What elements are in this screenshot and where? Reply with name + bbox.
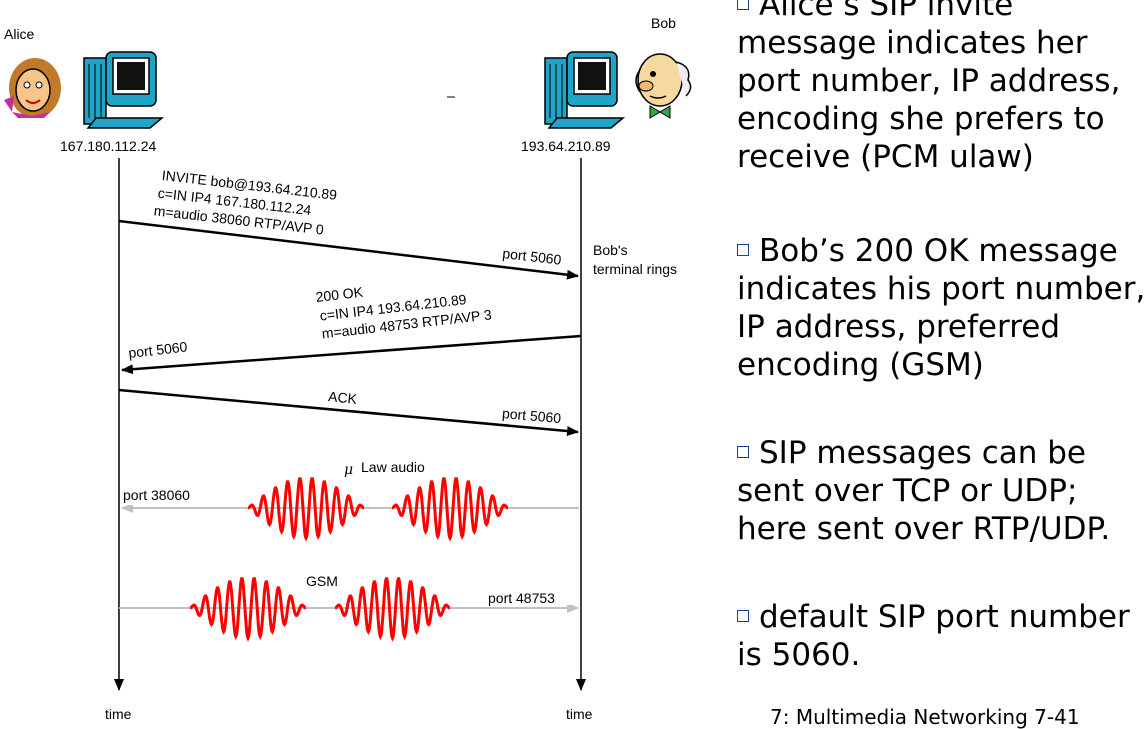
wave-packet-1b: [391, 477, 509, 542]
bullet-text-2: Bob’s 200 OK message indicates his port …: [737, 233, 1146, 383]
alice-avatar-icon: [4, 58, 61, 118]
bullet-text-4: default SIP port number is 5060.: [737, 599, 1130, 673]
wave-packet-1a: [247, 477, 365, 542]
alice-label: Alice: [4, 26, 35, 42]
bob-label: Bob: [651, 15, 676, 31]
audio1-port: port 38060: [123, 487, 190, 503]
bullet-item-2: Bob’s 200 OK message indicates his port …: [737, 232, 1147, 384]
audio2-port-bg: [484, 589, 570, 605]
bullet-item-3: SIP messages can be sent over TCP or UDP…: [737, 434, 1147, 548]
bob-time-label: time: [566, 706, 593, 722]
bob-avatar-icon: [635, 53, 692, 119]
checkbox-bullet-icon: [737, 0, 749, 10]
bullet-text-1: Alice’s SIP invite message indicates her…: [737, 0, 1121, 175]
ok-port: port 5060: [128, 338, 189, 361]
computer-icon: [544, 51, 626, 129]
checkbox-bullet-icon: [737, 609, 749, 622]
mu-symbol: μ: [344, 462, 353, 478]
alice-ip: 167.180.112.24: [60, 138, 156, 154]
audio1-label: Law audio: [361, 459, 425, 475]
audio2-label: GSM: [306, 573, 338, 589]
ok-line-1: 200 OK: [315, 284, 365, 305]
checkbox-bullet-icon: [737, 445, 749, 458]
ack-port: port 5060: [501, 405, 562, 426]
ok-arrow: [121, 334, 582, 375]
computer-icon: [83, 51, 165, 129]
bob-note-line-1: Bob's: [593, 242, 628, 258]
wave-packet-2b: [334, 577, 451, 642]
ack-arrow: [118, 388, 579, 436]
bullet-text-3: SIP messages can be sent over TCP or UDP…: [737, 435, 1111, 547]
invite-arrow: [118, 219, 579, 280]
audio1-port-bg: [122, 489, 210, 505]
bullet-item-1: Alice’s SIP invite message indicates her…: [737, 0, 1147, 176]
invite-port: port 5060: [502, 245, 563, 268]
wave-packet-2a: [189, 577, 307, 642]
bob-note-line-2: terminal rings: [593, 261, 677, 277]
checkbox-bullet-icon: [737, 243, 749, 256]
slide-footer: 7: Multimedia Networking 7-41: [770, 705, 1080, 729]
bullet-item-4: default SIP port number is 5060.: [737, 598, 1147, 674]
bob-ip: 193.64.210.89: [521, 138, 611, 154]
audio2-port: port 48753: [488, 590, 555, 606]
ack-label: ACK: [327, 388, 358, 407]
alice-time-label: time: [105, 706, 132, 722]
